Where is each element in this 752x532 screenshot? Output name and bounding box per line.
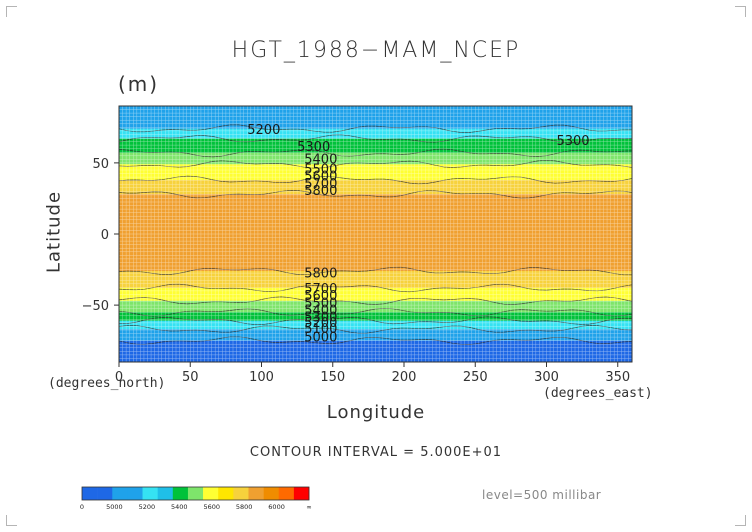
- crop-mark-bottom-right: [735, 515, 746, 526]
- contour-label: 5500: [304, 163, 337, 178]
- x-tick-label: 250: [463, 370, 488, 385]
- level-text: level=500 millibar: [482, 488, 602, 502]
- colorbar-segment: [97, 487, 113, 500]
- contour-label: 5600: [304, 289, 337, 304]
- colorbar-segment: [82, 487, 98, 500]
- contour-label: 5700: [304, 282, 337, 297]
- colorbar-segment: [263, 487, 280, 500]
- colorbar-segment: [172, 487, 189, 500]
- x-tick-label: 100: [249, 370, 274, 385]
- colorbar-label: ∞: [306, 503, 311, 511]
- contour-label: 5800: [304, 266, 337, 281]
- colorbar-segment: [142, 487, 158, 500]
- colorbar-segment: [248, 487, 264, 500]
- crop-mark-bottom-left: [6, 515, 17, 526]
- colorbar-segment: [203, 487, 219, 500]
- chart-title: HGT_1988−MAM_NCEP: [231, 38, 521, 63]
- colorbar-segment: [157, 487, 174, 500]
- contour-label: 5600: [304, 170, 337, 185]
- y-tick-label: 50: [92, 157, 109, 172]
- contour-label: 5700: [304, 177, 337, 192]
- x-tick-label: 50: [182, 370, 199, 385]
- contour-label: 5300: [556, 134, 589, 149]
- contour-label: 5800: [304, 184, 337, 199]
- x-tick-label: 350: [605, 370, 630, 385]
- colorbar-label: 5600: [203, 503, 220, 511]
- x-axis-unit-note: (degrees_east): [543, 386, 653, 401]
- contour-label: 5300: [304, 310, 337, 325]
- y-tick-label: −50: [82, 299, 109, 314]
- colorbar-label: 5000: [106, 503, 123, 511]
- colorbar-segment: [218, 487, 234, 500]
- y-axis-unit-note: (degrees_north): [48, 376, 166, 391]
- y-tick-label: 0: [101, 228, 109, 243]
- grid-lines: [119, 106, 632, 362]
- contour-label: 5400: [304, 153, 337, 168]
- crop-mark-top-left: [6, 6, 17, 17]
- x-axis-label: Longitude: [326, 402, 426, 423]
- colorbar-segment: [293, 487, 310, 500]
- contour-label: 5300: [297, 140, 330, 155]
- x-tick-label: 150: [320, 370, 345, 385]
- contour-interval-text: CONTOUR INTERVAL = 5.000E+01: [249, 445, 503, 460]
- units-label: (m): [118, 72, 160, 96]
- colorbar-label: 5800: [236, 503, 253, 511]
- contour-label: 5500: [304, 296, 337, 311]
- colorbar-label: 5200: [139, 503, 156, 511]
- colorbar-segment: [127, 487, 143, 500]
- x-tick-label: 0: [115, 370, 123, 385]
- colorbar-segment: [278, 487, 295, 500]
- crop-mark-top-right: [735, 6, 746, 17]
- contour-label: 5400: [304, 303, 337, 318]
- contour-label: 5000: [304, 330, 337, 345]
- contour-label: 5200: [304, 316, 337, 331]
- colorbar-segment: [187, 487, 204, 500]
- contour-label: 5100: [304, 322, 337, 337]
- colorbar-label: 5400: [171, 503, 188, 511]
- colorbar-label: 0: [80, 503, 84, 511]
- colorbar-label: 6000: [268, 503, 285, 511]
- colorbar-segment: [233, 487, 249, 500]
- x-tick-label: 200: [392, 370, 417, 385]
- colorbar-segment: [112, 487, 128, 500]
- x-tick-label: 300: [534, 370, 559, 385]
- colorbar-border: [81, 486, 310, 501]
- contour-label: 5200: [247, 123, 280, 138]
